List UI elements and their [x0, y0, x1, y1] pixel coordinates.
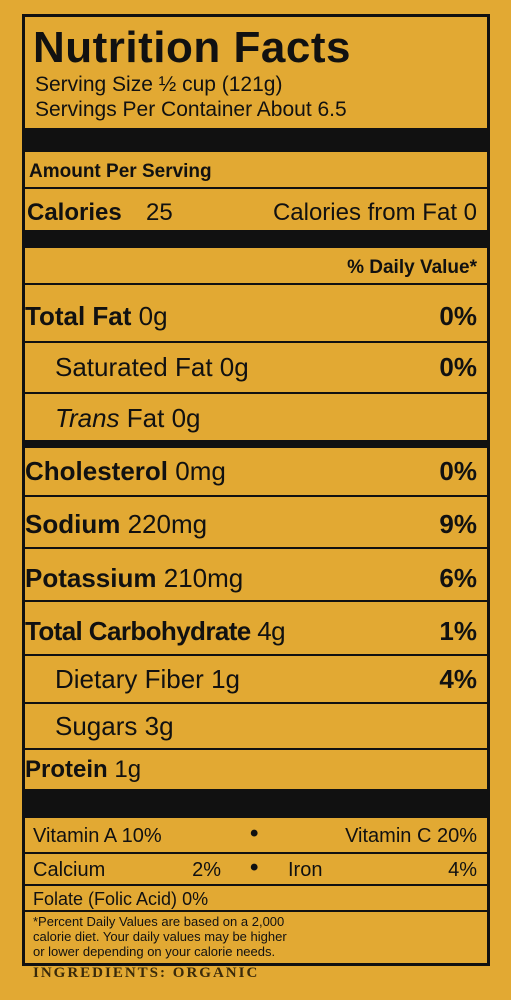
nutrient-dv: 0%: [439, 456, 477, 486]
rule: [25, 283, 487, 285]
thick-rule: [25, 440, 487, 448]
vitamin-name: Vitamin C: [345, 825, 432, 847]
nutrient-dv: 0%: [439, 301, 477, 331]
footnote: or lower depending on your calorie needs…: [33, 944, 276, 959]
vitamin-value: 10%: [121, 825, 162, 847]
nutrient-name: Sodium: [25, 509, 121, 539]
vitamin-name: Vitamin A: [33, 825, 117, 847]
rule: [25, 600, 487, 602]
rule: [25, 187, 487, 189]
nutrient-name: Total Carbohydrate: [25, 616, 251, 646]
serving-size: Serving Size ½ cup (121g): [35, 73, 283, 96]
footnote: calorie diet. Your daily values may be h…: [33, 929, 287, 944]
nutrient-amount: 4g: [257, 616, 285, 646]
amount-per-serving: Amount Per Serving: [29, 161, 212, 182]
calories-label: Calories: [27, 199, 122, 226]
rule: [25, 654, 487, 656]
thick-rule: [25, 128, 487, 152]
rule: [25, 392, 487, 394]
nutrient-dv: 9%: [439, 509, 477, 539]
thick-rule: [25, 789, 487, 818]
daily-value-header: % Daily Value*: [347, 257, 477, 278]
servings: Servings Per Container About 6.5: [35, 98, 347, 121]
nutrient-amount: 1g: [211, 664, 240, 694]
rule: [25, 495, 487, 497]
nutrient-name: Potassium: [25, 563, 157, 593]
thick-rule: [25, 230, 487, 248]
vitamin-value: 2%: [192, 859, 221, 881]
title: Nutrition Facts: [33, 23, 351, 72]
vitamin-value: 20%: [436, 825, 477, 847]
vitamin-name: Calcium: [33, 859, 106, 881]
nutrient-amount: 0g: [138, 301, 168, 331]
nutrient-amount: 220mg: [127, 509, 208, 539]
nutrient-dv: 0%: [439, 352, 477, 382]
rule: [25, 702, 487, 704]
rule: [25, 341, 487, 343]
nutrient-name: Total Fat: [25, 301, 132, 331]
label-border: [22, 14, 490, 966]
nutrient-amount: 0g: [171, 403, 201, 433]
nutrient-name: Cholesterol: [25, 456, 169, 486]
nutrient-name: Sugars: [55, 711, 138, 741]
bullet: •: [250, 854, 259, 881]
calories-from-fat: Calories from Fat 0: [272, 199, 477, 226]
vitamin-value: 4%: [448, 859, 477, 881]
vitamin-value: 0%: [182, 889, 209, 909]
footnote: *Percent Daily Values are based on a 2,0…: [33, 914, 285, 929]
nutrient-dv: 6%: [439, 563, 477, 593]
vitamin-name: Folate (Folic Acid): [33, 889, 178, 909]
nutrient-amount: 0mg: [175, 456, 226, 486]
nutrient-name: Dietary Fiber: [55, 664, 204, 694]
nutrient-amount: 3g: [144, 711, 174, 741]
nutrient-dv: 1%: [439, 616, 477, 646]
nutrient-name: Protein: [25, 756, 108, 783]
rule: [25, 547, 487, 549]
nutrient-dv: 4%: [439, 664, 477, 694]
rule: [25, 884, 487, 886]
nutrient-name-italic: Trans: [55, 403, 120, 433]
rule: [25, 748, 487, 750]
rule: [25, 910, 487, 912]
nutrient-amount: 1g: [114, 756, 142, 783]
nutrient-name: Fat: [126, 403, 165, 433]
nutrient-amount: 0g: [219, 352, 249, 382]
rule: [25, 852, 487, 854]
vitamin-name: Iron: [288, 859, 323, 881]
nutrient-name: Saturated Fat: [55, 352, 213, 382]
ingredients: INGREDIENTS: ORGANIC: [33, 965, 260, 981]
calories-value: 25: [146, 199, 173, 226]
bullet: •: [250, 820, 259, 847]
nutrient-amount: 210mg: [163, 563, 244, 593]
